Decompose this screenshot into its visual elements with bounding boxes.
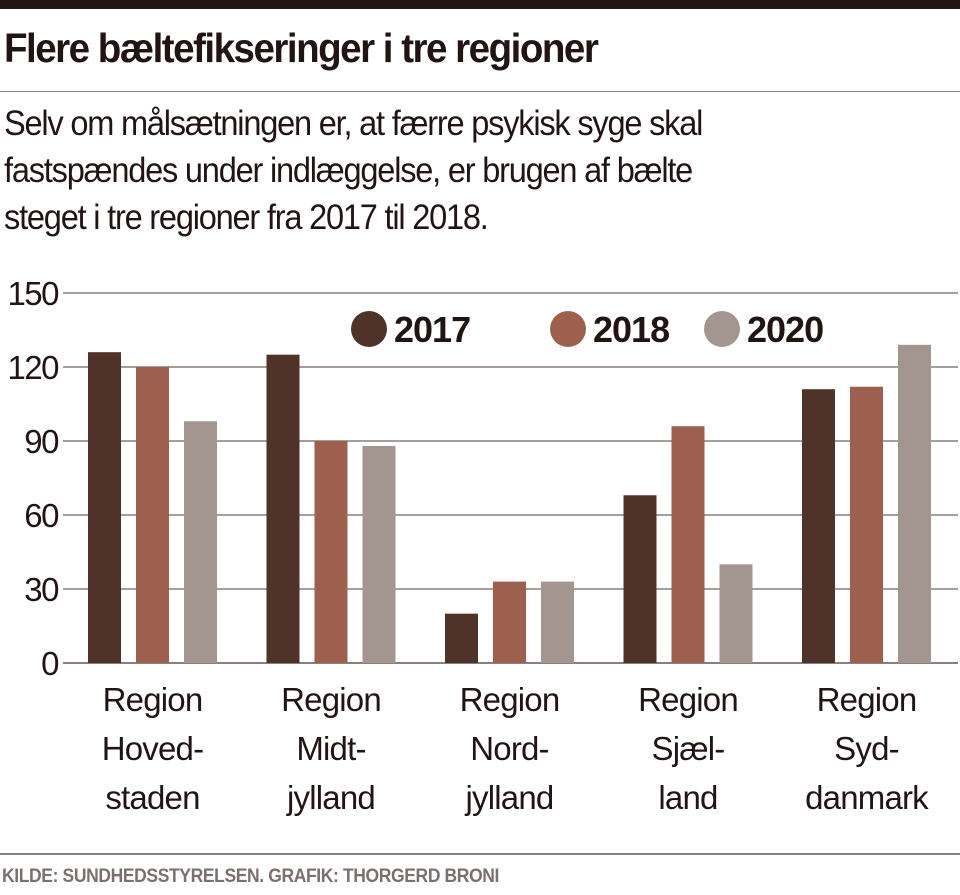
x-tick-label: Midt- [296, 730, 365, 767]
x-tick-label: Sjæl- [651, 730, 724, 767]
x-tick-label: Nord- [470, 730, 549, 767]
x-tick-label: Region [638, 681, 738, 718]
chart-title: Flere bæltefikseringer i tre regioner [4, 25, 599, 71]
x-tick-label: jylland [286, 779, 375, 816]
x-tick-label: jylland [465, 779, 554, 816]
footer-divider [0, 853, 960, 855]
x-tick-label: Hoved- [102, 730, 204, 767]
bar-2018-4 [671, 426, 705, 663]
y-tick-label: 120 [7, 349, 59, 386]
source-credit: KILDE: SUNDHEDSSTYRELSEN. GRAFIK: THORGE… [2, 866, 500, 887]
y-axis-ticks: 0 30 60 90 120 150 [7, 275, 60, 682]
y-tick-label: 60 [24, 497, 59, 534]
x-tick-label: Region [281, 681, 381, 718]
legend-swatch-2018 [550, 311, 586, 347]
x-tick-label: Region [460, 681, 560, 718]
title-divider [0, 91, 960, 92]
legend-label-2020: 2020 [747, 309, 823, 350]
y-tick-label: 0 [41, 645, 59, 682]
y-tick-label: 30 [24, 571, 59, 608]
bar-2020-1 [184, 421, 217, 663]
bar-2020-3 [541, 581, 574, 663]
y-tick-label: 150 [7, 275, 59, 312]
bar-2018-3 [493, 581, 526, 663]
x-tick-label: land [658, 779, 717, 816]
legend: 2017 2018 2020 [351, 309, 824, 350]
x-tick-label: Region [817, 681, 917, 718]
x-axis-labels: Region Hoved-staden Region Midt-jylland Regi… [102, 681, 930, 816]
x-tick-label: Region [103, 681, 203, 718]
bar-2020-4 [719, 564, 753, 663]
legend-label-2018: 2018 [593, 309, 669, 350]
y-tick-label: 90 [24, 423, 59, 460]
bar-2017-3 [445, 613, 478, 663]
bar-2017-1 [88, 352, 121, 663]
bar-2017-4 [623, 495, 657, 663]
top-bar [0, 0, 960, 9]
bars [88, 344, 931, 663]
legend-swatch-2020 [704, 311, 740, 347]
bar-2018-5 [850, 386, 883, 663]
chart-subtitle: Selv om målsætningen er, at færre psykis… [4, 104, 703, 237]
bar-2017-2 [266, 354, 300, 663]
bar-2018-2 [314, 441, 348, 663]
legend-label-2017: 2017 [394, 309, 470, 350]
bar-2018-1 [136, 367, 169, 663]
bar-chart: 0 30 60 90 120 150 2017 2018 2020 Region Hoved-s… [7, 275, 958, 816]
legend-swatch-2017 [351, 311, 387, 347]
x-tick-label: danmark [805, 779, 929, 816]
bar-2020-5 [898, 344, 931, 663]
bar-2020-2 [362, 445, 396, 663]
x-tick-label: staden [105, 779, 199, 816]
bar-2017-5 [802, 389, 835, 663]
x-tick-label: Syd- [834, 730, 899, 767]
